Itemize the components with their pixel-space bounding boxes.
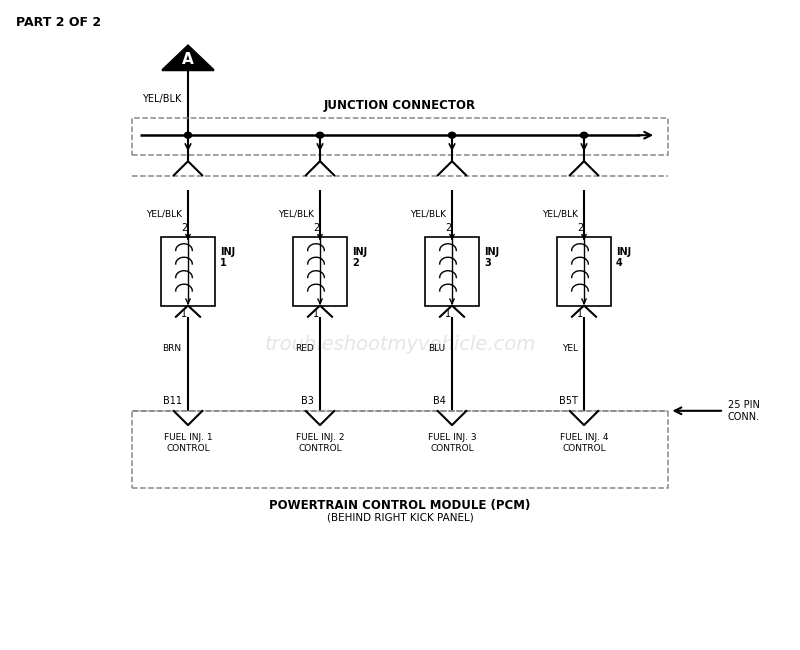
Circle shape — [448, 133, 456, 138]
Text: FUEL INJ. 1
CONTROL: FUEL INJ. 1 CONTROL — [164, 433, 212, 452]
Text: 2: 2 — [577, 224, 583, 233]
Text: 25 PIN
CONN.: 25 PIN CONN. — [728, 400, 760, 422]
Text: YEL/BLK: YEL/BLK — [542, 209, 578, 218]
Text: 2: 2 — [445, 224, 451, 233]
Text: INJ
1: INJ 1 — [220, 247, 235, 268]
Text: B5T: B5T — [558, 396, 578, 406]
Text: PART 2 OF 2: PART 2 OF 2 — [16, 16, 101, 29]
Text: INJ
4: INJ 4 — [616, 247, 631, 268]
Text: JUNCTION CONNECTOR: JUNCTION CONNECTOR — [324, 99, 476, 112]
Text: YEL/BLK: YEL/BLK — [410, 209, 446, 218]
Text: YEL: YEL — [562, 344, 578, 353]
Text: 1: 1 — [577, 309, 583, 318]
Text: BLU: BLU — [429, 344, 446, 353]
Text: YEL/BLK: YEL/BLK — [142, 94, 182, 105]
Text: A: A — [182, 53, 194, 68]
Text: INJ
3: INJ 3 — [484, 247, 499, 268]
Text: 1: 1 — [445, 309, 451, 318]
Bar — [132, 118, 668, 155]
Text: FUEL INJ. 4
CONTROL: FUEL INJ. 4 CONTROL — [560, 433, 608, 452]
Text: INJ
2: INJ 2 — [352, 247, 367, 268]
Text: YEL/BLK: YEL/BLK — [146, 209, 182, 218]
Text: 2: 2 — [181, 224, 187, 233]
Text: FUEL INJ. 3
CONTROL: FUEL INJ. 3 CONTROL — [428, 433, 476, 452]
Text: FUEL INJ. 2
CONTROL: FUEL INJ. 2 CONTROL — [296, 433, 344, 452]
Bar — [293, 237, 347, 306]
Polygon shape — [162, 46, 214, 70]
Circle shape — [316, 133, 323, 138]
Text: B4: B4 — [433, 396, 446, 406]
Text: RED: RED — [295, 344, 314, 353]
Text: (BEHIND RIGHT KICK PANEL): (BEHIND RIGHT KICK PANEL) — [326, 512, 474, 522]
Bar — [132, 411, 668, 488]
Text: B3: B3 — [301, 396, 314, 406]
Bar — [161, 237, 215, 306]
Text: 1: 1 — [181, 309, 187, 318]
Text: troubleshootmyvehicle.com: troubleshootmyvehicle.com — [264, 335, 536, 354]
Text: POWERTRAIN CONTROL MODULE (PCM): POWERTRAIN CONTROL MODULE (PCM) — [270, 499, 530, 512]
Text: 1: 1 — [313, 309, 319, 318]
Bar — [557, 237, 611, 306]
Text: B11: B11 — [162, 396, 182, 406]
Text: YEL/BLK: YEL/BLK — [278, 209, 314, 218]
Bar — [425, 237, 479, 306]
Circle shape — [581, 133, 587, 138]
Circle shape — [184, 133, 192, 138]
Text: BRN: BRN — [162, 344, 182, 353]
Text: 2: 2 — [313, 224, 319, 233]
